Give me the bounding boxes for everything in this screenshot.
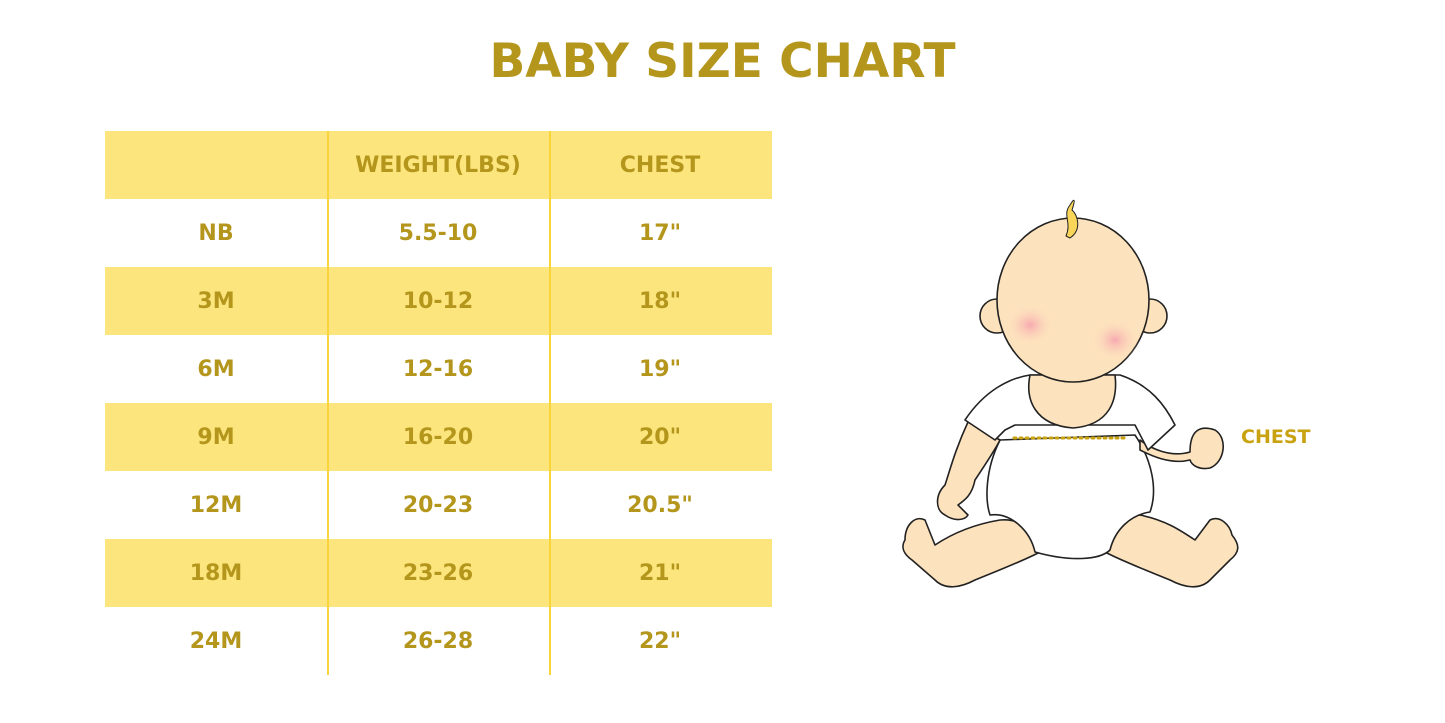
chest-label: CHEST bbox=[1241, 426, 1311, 448]
weight-cell: 5.5-10 bbox=[398, 220, 478, 246]
chest-cell: 22" bbox=[638, 628, 682, 654]
table-row: 24M 26-28 22" bbox=[105, 607, 772, 675]
size-cell: 3M bbox=[197, 288, 235, 314]
column-divider bbox=[327, 131, 329, 675]
size-table: WEIGHT(LBS) CHEST NB 5.5-10 17" 3M 10-12 18" 6… bbox=[105, 131, 772, 675]
right-cheek bbox=[1090, 318, 1140, 362]
onesie-body bbox=[986, 434, 1155, 560]
hair-curl bbox=[1065, 199, 1079, 239]
chest-cell: 20" bbox=[638, 424, 682, 450]
header-cell: WEIGHT(LBS) bbox=[355, 152, 521, 178]
weight-cell: 10-12 bbox=[402, 288, 474, 314]
size-cell: 12M bbox=[189, 492, 243, 518]
table-row: 3M 10-12 18" bbox=[105, 267, 772, 335]
weight-cell: 20-23 bbox=[402, 492, 474, 518]
table-header-row: WEIGHT(LBS) CHEST bbox=[105, 131, 772, 199]
table-row: 9M 16-20 20" bbox=[105, 403, 772, 471]
right-arm bbox=[1139, 427, 1224, 470]
size-cell: 24M bbox=[189, 628, 243, 654]
left-arm bbox=[936, 421, 1001, 521]
size-cell: 6M bbox=[197, 356, 235, 382]
chest-cell: 19" bbox=[638, 356, 682, 382]
weight-cell: 26-28 bbox=[402, 628, 474, 654]
table-row: NB 5.5-10 17" bbox=[105, 199, 772, 267]
weight-cell: 16-20 bbox=[402, 424, 474, 450]
table-row: 6M 12-16 19" bbox=[105, 335, 772, 403]
table-row: 18M 23-26 21" bbox=[105, 539, 772, 607]
chest-cell: 21" bbox=[638, 560, 682, 586]
header-cell: CHEST bbox=[619, 152, 701, 178]
weight-cell: 23-26 bbox=[402, 560, 474, 586]
column-divider bbox=[549, 131, 551, 675]
table-row: 12M 20-23 20.5" bbox=[105, 471, 772, 539]
chest-cell: 20.5" bbox=[627, 492, 693, 518]
neck bbox=[1028, 374, 1117, 429]
chest-cell: 17" bbox=[638, 220, 682, 246]
right-leg bbox=[1104, 514, 1239, 588]
size-cell: NB bbox=[198, 220, 234, 246]
weight-cell: 12-16 bbox=[402, 356, 474, 382]
page-title: BABY SIZE CHART bbox=[489, 34, 956, 89]
left-cheek bbox=[1005, 303, 1055, 347]
left-leg bbox=[902, 518, 1041, 588]
size-cell: 9M bbox=[197, 424, 235, 450]
chest-cell: 18" bbox=[638, 288, 682, 314]
size-cell: 18M bbox=[189, 560, 243, 586]
